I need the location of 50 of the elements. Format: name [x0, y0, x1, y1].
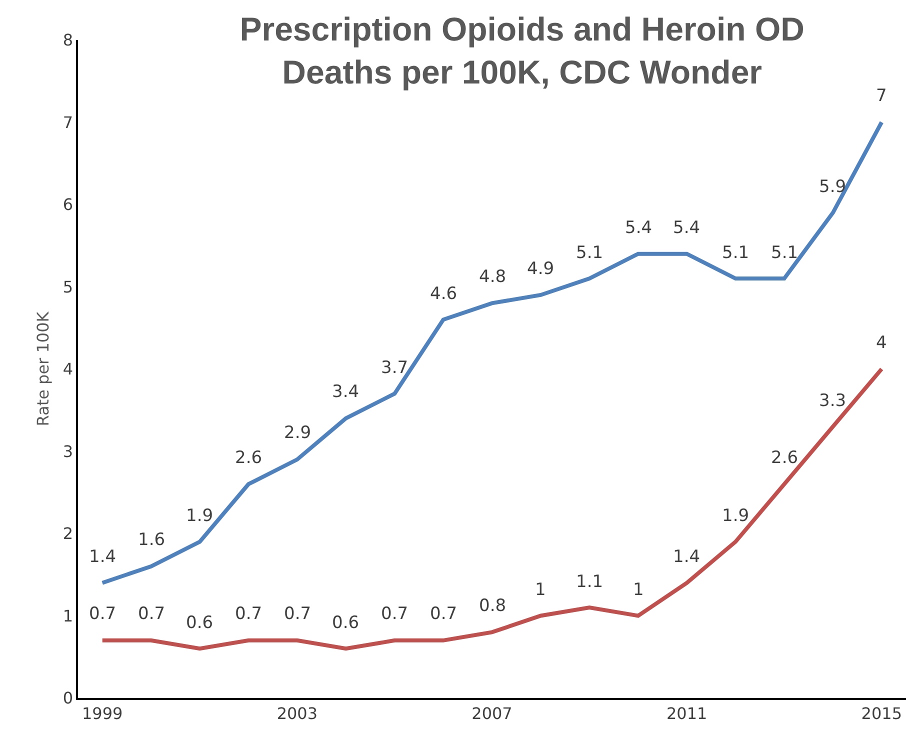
y-tick-label: 0: [62, 688, 74, 708]
data-label: 1.9: [722, 506, 750, 526]
data-label: 0.7: [284, 604, 312, 624]
y-tick-label: 4: [62, 360, 74, 379]
data-label: 2.6: [235, 448, 262, 468]
data-label: 0.6: [186, 613, 214, 633]
y-tick-label: 1: [62, 606, 74, 626]
data-label: 5.1: [576, 243, 604, 263]
data-label: 3.7: [381, 358, 408, 378]
data-label: 3.4: [332, 382, 360, 402]
data-label: 1.9: [186, 506, 214, 526]
data-label: 1.1: [576, 572, 604, 592]
y-tick-label: 2: [62, 524, 74, 544]
x-tick-label: 2011: [666, 704, 708, 723]
data-label: 5.4: [625, 218, 652, 238]
data-label: 4.6: [430, 284, 458, 304]
data-label: 5.1: [771, 243, 798, 263]
data-label: 1.6: [138, 530, 166, 550]
data-label: 2.6: [771, 448, 798, 468]
data-label: 0.8: [479, 596, 506, 616]
data-label: 0.7: [89, 604, 116, 624]
data-label: 5.1: [722, 243, 750, 263]
chart-title: Prescription Opioids and Heroin OD Deaths per 100K, CDC Wonder: [240, 10, 804, 91]
x-tick-label: 2007: [472, 704, 512, 723]
x-tick-label: 2003: [276, 704, 318, 723]
data-label: 1: [535, 580, 546, 600]
data-label: 7: [876, 86, 887, 106]
y-tick-label: 7: [62, 112, 74, 132]
data-label: 0.7: [235, 604, 262, 624]
y-tick-label: 3: [62, 442, 74, 461]
data-label: 4: [876, 333, 887, 353]
data-label: 1: [633, 580, 644, 600]
data-label: 1.4: [89, 547, 116, 567]
data-label: 0.7: [138, 604, 166, 624]
y-tick-label: 6: [62, 195, 74, 214]
y-tick-label: 8: [62, 30, 74, 50]
x-tick-label: 1999: [82, 704, 123, 723]
x-tick-label: 2015: [861, 704, 902, 723]
data-label: 0.6: [332, 613, 360, 633]
data-label: 4.8: [479, 267, 506, 287]
data-label: 2.9: [284, 423, 312, 443]
data-label: 4.9: [527, 259, 554, 279]
data-label: 0.7: [430, 604, 458, 624]
data-label: 5.9: [819, 177, 846, 197]
data-label: 1.4: [673, 547, 700, 567]
y-axis-title: Rate per 100K: [33, 311, 52, 426]
data-label: 0.7: [381, 604, 408, 624]
y-tick-label: 5: [62, 277, 74, 296]
data-label: 3.3: [819, 391, 846, 411]
data-label: 5.4: [673, 218, 700, 238]
